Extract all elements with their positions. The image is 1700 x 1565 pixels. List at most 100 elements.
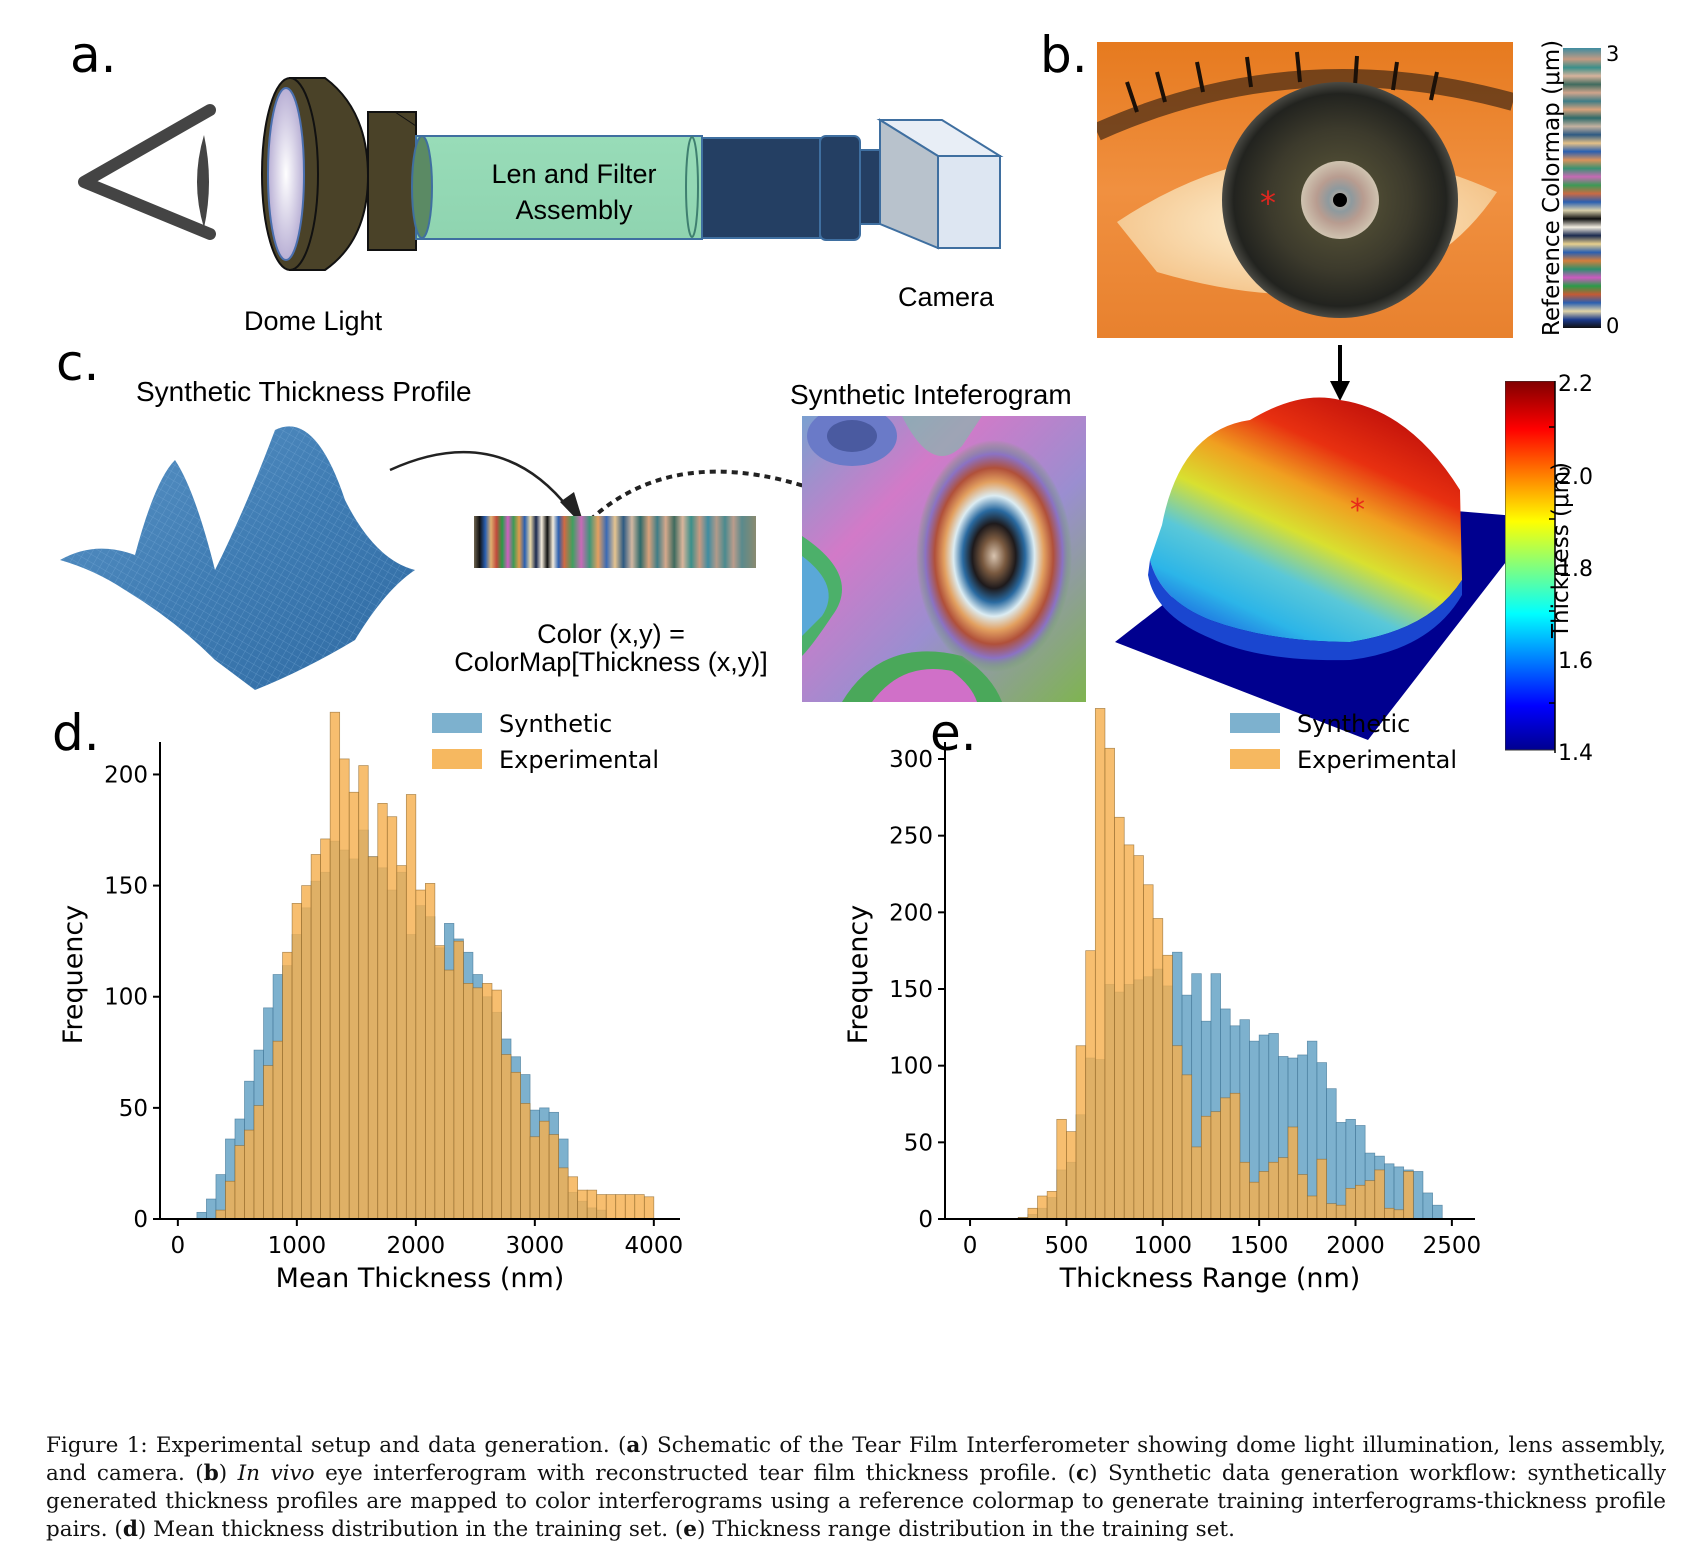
y-tick-label: 300 [889, 747, 933, 773]
reference-colormap-title: Reference Colormap (μm) [1539, 39, 1565, 337]
caption-text-b: eye interferogram with reconstructed tea… [314, 1461, 1076, 1486]
histogram-bar [1412, 1171, 1424, 1220]
histogram-bar [263, 1065, 274, 1220]
histogram-bar [586, 1189, 598, 1220]
histogram-bar [643, 1196, 655, 1220]
y-tick-label: 100 [889, 1054, 933, 1080]
histogram-bar [291, 903, 302, 1220]
histogram-bar [1335, 1204, 1347, 1220]
solid-arrow-icon [389, 450, 571, 511]
legend-label-synthetic: Synthetic [499, 710, 612, 738]
histogram-bar [1094, 708, 1106, 1220]
histogram-bar [434, 945, 445, 1220]
histogram-bar [1181, 1074, 1193, 1220]
lens-filter-label-line2: Assembly [515, 195, 633, 225]
histogram-bar [1172, 1045, 1183, 1220]
histogram-bar [1046, 1191, 1058, 1220]
colormap-formula: Color (x,y) = ColorMap[Thickness (x,y)] [436, 620, 786, 676]
histogram-bar [482, 983, 493, 1220]
histogram-bar [624, 1194, 636, 1220]
y-tick-label: 50 [904, 1130, 933, 1156]
figure-caption: Figure 1: Experimental setup and data ge… [46, 1432, 1666, 1544]
histogram-bar [301, 885, 312, 1220]
histogram-bar [1152, 918, 1164, 1220]
y-tick-label: 0 [918, 1207, 933, 1233]
histogram-bar [1326, 1088, 1337, 1220]
reconstructed-thickness-3d: * [1115, 397, 1540, 740]
histogram-bar [634, 1194, 645, 1220]
y-tick-label: 200 [889, 900, 933, 926]
histogram-bar [1432, 1204, 1443, 1220]
histogram-bar [548, 1134, 559, 1220]
panel-b-label: b. [1040, 26, 1088, 84]
legend-swatch-synthetic [1230, 713, 1280, 733]
histogram-bar [1191, 1146, 1202, 1220]
histogram-bar [1239, 1161, 1250, 1220]
caption-key-d: d [122, 1517, 138, 1542]
histogram-bar [453, 940, 464, 1220]
histogram-bar [596, 1194, 607, 1220]
histogram-bar [1066, 1131, 1077, 1220]
histogram-bar [1268, 1161, 1279, 1220]
x-tick-label: 2000 [387, 1233, 446, 1259]
x-tick-label: 1500 [1230, 1233, 1289, 1259]
histogram-bar [615, 1194, 626, 1220]
histogram-bar [1220, 1097, 1231, 1220]
histogram-bar [329, 711, 341, 1220]
histogram-bar [1200, 1115, 1212, 1220]
histogram-bar [520, 1103, 531, 1220]
thickness-colorbar-title: Thickness (μm) [1548, 462, 1574, 638]
histogram-bar [320, 838, 331, 1220]
histogram-bar [1085, 950, 1096, 1220]
histogram-bar [339, 758, 350, 1220]
histogram-bar [405, 794, 417, 1220]
lens-filter-label-line1: Len and Filter [491, 159, 657, 189]
y-axis-label: Frequency [843, 905, 874, 1045]
histogram-bar [225, 1180, 236, 1220]
histogram-bar [415, 889, 426, 1220]
histogram-bar [253, 1105, 264, 1220]
histogram-bar [1210, 1111, 1221, 1220]
histogram-bar [1133, 855, 1144, 1220]
caption-mid-b: ) [218, 1461, 238, 1486]
y-tick-label: 200 [104, 762, 148, 788]
x-tick-label: 1000 [1134, 1233, 1193, 1259]
histogram-bar [1114, 816, 1125, 1220]
panel-d-label: d. [52, 704, 100, 762]
x-tick-label: 4000 [625, 1233, 684, 1259]
caption-key-a: a [626, 1433, 641, 1458]
histogram-bar [1355, 1184, 1366, 1220]
histogram-bar [1345, 1187, 1356, 1220]
y-tick-label: 150 [889, 977, 933, 1003]
eye-icon [78, 104, 216, 240]
histogram-bar [1306, 1040, 1318, 1220]
dome-light-label: Dome Light [244, 306, 383, 336]
measurement-marker: * [1260, 184, 1276, 222]
legend-swatch-experimental [432, 749, 482, 769]
thickness-colorbar [1505, 381, 1556, 753]
caption-text-e: ) Thickness range distribution in the tr… [696, 1517, 1235, 1542]
y-tick-label: 150 [104, 874, 148, 900]
histogram-bar [472, 987, 483, 1220]
x-tick-label: 0 [171, 1233, 186, 1259]
histogram-bar [425, 883, 436, 1220]
histogram-bar [310, 854, 321, 1220]
histogram-bar [1326, 1203, 1337, 1220]
histogram-bar [272, 1040, 283, 1220]
x-tick-label: 3000 [506, 1233, 565, 1259]
reference-colormap-max: 3 [1606, 42, 1620, 66]
histogram-bar [463, 983, 474, 1220]
histogram-bar [510, 1071, 521, 1220]
colorbar-tick-1-6: 1.6 [1558, 649, 1593, 674]
caption-text-a: ) Schematic of the Tear Film Interferome… [46, 1433, 1666, 1486]
histogram-bar [1287, 1126, 1299, 1220]
histogram-bar [234, 1145, 245, 1220]
histogram-bar [1384, 1207, 1395, 1220]
x-tick-label: 1000 [268, 1233, 327, 1259]
caption-text-c: ) Synthetic data generation workflow: sy… [46, 1461, 1666, 1542]
legend-swatch-synthetic [432, 713, 482, 733]
lens-filter-assembly-icon [411, 135, 703, 240]
caption-key-e: e [683, 1517, 697, 1542]
series-experimental [1017, 708, 1414, 1220]
